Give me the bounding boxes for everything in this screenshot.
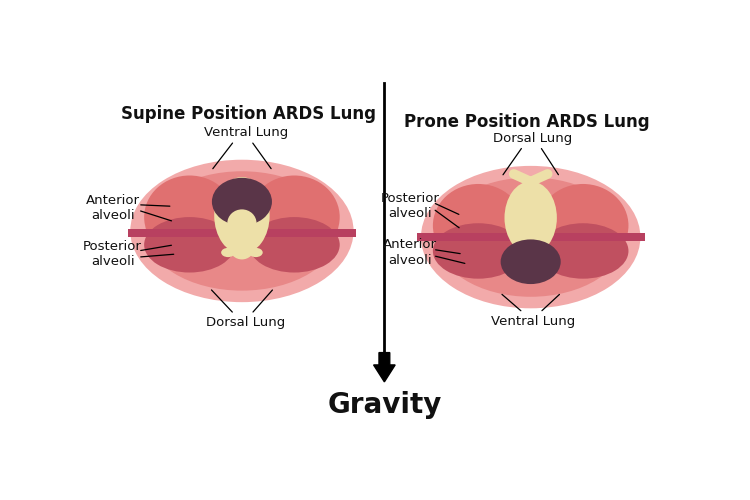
Ellipse shape [230, 236, 254, 260]
Ellipse shape [249, 217, 340, 272]
Text: Supine Position ARDS Lung: Supine Position ARDS Lung [121, 105, 376, 123]
Ellipse shape [227, 210, 256, 237]
FancyArrow shape [374, 352, 395, 382]
Text: Gravity: Gravity [327, 391, 442, 419]
Text: Prone Position ARDS Lung: Prone Position ARDS Lung [404, 112, 650, 130]
Bar [417, 233, 645, 241]
Ellipse shape [249, 248, 262, 257]
Ellipse shape [514, 237, 547, 268]
Ellipse shape [433, 184, 524, 267]
Bar [128, 230, 356, 237]
Text: Dorsal Lung: Dorsal Lung [206, 316, 286, 330]
Ellipse shape [501, 240, 561, 284]
Ellipse shape [144, 176, 235, 258]
Ellipse shape [433, 223, 524, 278]
Ellipse shape [538, 184, 628, 267]
Ellipse shape [221, 248, 235, 257]
Ellipse shape [212, 178, 272, 226]
Ellipse shape [146, 172, 338, 290]
Ellipse shape [214, 177, 270, 254]
Ellipse shape [144, 217, 235, 272]
Text: Posterior
alveoli: Posterior alveoli [380, 192, 440, 220]
Ellipse shape [249, 176, 340, 258]
Ellipse shape [538, 223, 628, 278]
Text: Anterior
alveoli: Anterior alveoli [382, 238, 436, 266]
Text: Posterior
alveoli: Posterior alveoli [83, 240, 142, 268]
Ellipse shape [436, 178, 625, 297]
Text: Ventral Lung: Ventral Lung [490, 315, 575, 328]
Text: Dorsal Lung: Dorsal Lung [494, 132, 572, 144]
Ellipse shape [525, 194, 536, 206]
Ellipse shape [421, 166, 640, 308]
Ellipse shape [505, 182, 556, 254]
Text: Ventral Lung: Ventral Lung [204, 126, 288, 138]
Ellipse shape [130, 160, 353, 302]
Text: Anterior
alveoli: Anterior alveoli [86, 194, 140, 222]
Ellipse shape [503, 241, 560, 282]
